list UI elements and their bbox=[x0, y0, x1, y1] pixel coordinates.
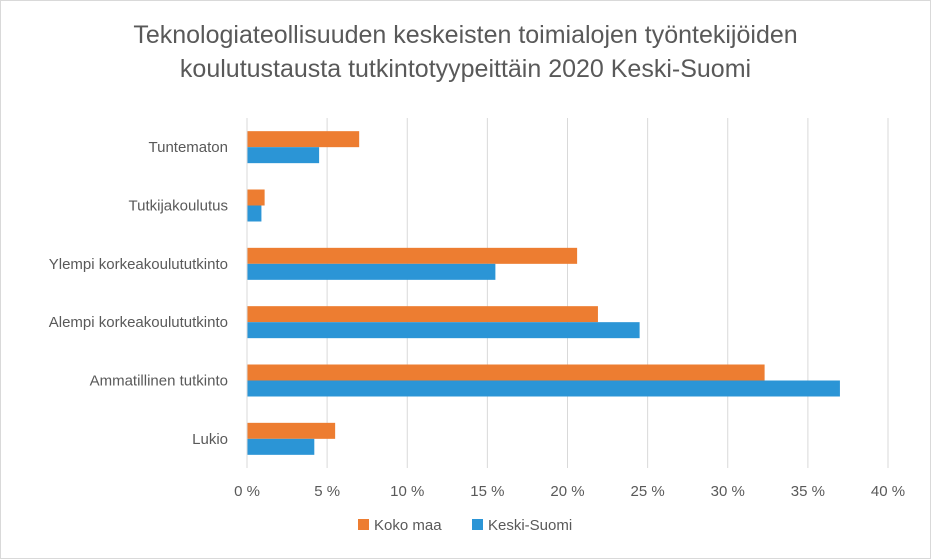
x-tick-label-8: 40 % bbox=[871, 483, 905, 500]
x-tick-label-0: 0 % bbox=[234, 483, 260, 500]
x-tick-label-7: 35 % bbox=[791, 483, 825, 500]
bar-koko-maa-0 bbox=[247, 131, 360, 148]
category-label-5: Lukio bbox=[192, 431, 228, 448]
chart-title: Teknologiateollisuuden keskeisten toimia… bbox=[0, 18, 931, 86]
bar-koko-maa-3 bbox=[247, 306, 598, 323]
x-tick-label-5: 25 % bbox=[631, 483, 665, 500]
x-tick-label-1: 5 % bbox=[314, 483, 340, 500]
bar-koko-maa-5 bbox=[247, 422, 336, 439]
category-label-3: Alempi korkeakoulututkinto bbox=[49, 314, 228, 331]
x-tick-label-4: 20 % bbox=[550, 483, 584, 500]
bar-koko-maa-4 bbox=[247, 364, 765, 381]
bar-keski-suomi-2 bbox=[247, 263, 496, 280]
chart-title-line-1: Teknologiateollisuuden keskeisten toimia… bbox=[133, 21, 798, 49]
chart-title-line-2: koulutustausta tutkintotyypeittäin 2020 … bbox=[179, 55, 752, 83]
x-tick-label-2: 10 % bbox=[390, 483, 424, 500]
bar-keski-suomi-1 bbox=[247, 205, 262, 222]
bar-koko-maa-1 bbox=[247, 189, 265, 206]
category-label-0: Tuntematon bbox=[149, 139, 229, 156]
category-label-2: Ylempi korkeakoulututkinto bbox=[49, 256, 228, 273]
legend-swatch-0 bbox=[358, 519, 369, 530]
bar-keski-suomi-0 bbox=[247, 147, 320, 164]
legend-swatch-1 bbox=[472, 519, 483, 530]
category-label-4: Ammatillinen tutkinto bbox=[90, 373, 228, 390]
x-tick-label-3: 15 % bbox=[470, 483, 504, 500]
legend-label-0: Koko maa bbox=[374, 517, 442, 534]
legend-label-1: Keski-Suomi bbox=[488, 517, 572, 534]
bar-keski-suomi-4 bbox=[247, 380, 840, 397]
bar-koko-maa-2 bbox=[247, 247, 578, 264]
bar-keski-suomi-3 bbox=[247, 322, 640, 339]
category-label-1: Tutkijakoulutus bbox=[129, 198, 229, 215]
x-tick-label-6: 30 % bbox=[711, 483, 745, 500]
bar-keski-suomi-5 bbox=[247, 438, 315, 455]
